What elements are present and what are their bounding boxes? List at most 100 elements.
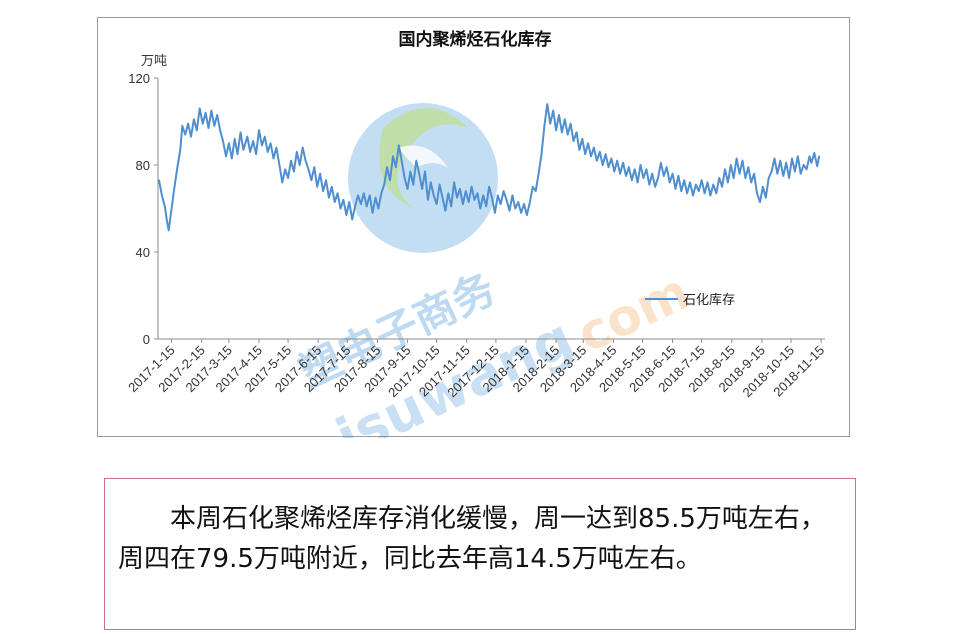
data-point	[799, 172, 802, 175]
data-point	[810, 162, 813, 164]
data-point	[278, 164, 281, 166]
summary-text: 本周石化聚烯烃库存消化缓慢，周一达到85.5万吨左右，周四在79.5万吨附近，同…	[118, 504, 826, 574]
data-point	[383, 183, 386, 186]
data-point	[703, 192, 706, 195]
data-point	[727, 181, 729, 184]
data-point	[505, 199, 508, 201]
data-point	[432, 194, 435, 197]
data-point	[351, 218, 353, 221]
data-point	[797, 155, 799, 158]
data-point	[738, 172, 741, 175]
data-point	[418, 172, 421, 175]
data-point	[398, 144, 400, 147]
data-point	[584, 153, 586, 155]
data-point	[470, 186, 473, 188]
data-point	[236, 153, 239, 155]
data-point	[301, 146, 304, 149]
data-point	[698, 190, 700, 192]
data-point	[395, 166, 397, 168]
data-point	[435, 203, 438, 205]
data-point	[190, 135, 192, 138]
data-point	[561, 131, 563, 134]
data-point	[210, 109, 213, 112]
data-point	[651, 172, 653, 175]
data-point	[173, 186, 176, 188]
data-point	[444, 209, 447, 212]
data-point	[596, 159, 598, 162]
data-point	[546, 103, 549, 105]
data-point	[805, 168, 808, 171]
data-point	[467, 201, 470, 203]
data-point	[272, 157, 275, 160]
data-point	[520, 212, 522, 214]
data-point	[193, 118, 195, 121]
data-point	[176, 166, 179, 168]
chart-title: 国内聚烯烃石化库存	[399, 29, 552, 50]
data-point	[222, 140, 224, 142]
data-point	[741, 159, 744, 162]
data-point	[502, 190, 505, 192]
data-point	[779, 159, 782, 162]
data-point	[374, 196, 377, 199]
summary-box: 本周石化聚烯烃库存消化缓慢，周一达到85.5万吨左右，周四在79.5万吨附近，同…	[104, 478, 856, 630]
data-point	[264, 135, 266, 138]
data-point	[310, 179, 313, 181]
data-point	[802, 164, 805, 166]
data-point	[526, 214, 528, 216]
data-point	[616, 159, 618, 162]
data-point	[304, 159, 307, 162]
data-point	[590, 155, 592, 158]
data-point	[776, 172, 779, 175]
data-point	[572, 140, 575, 142]
data-point	[665, 166, 668, 168]
data-point	[170, 207, 173, 210]
data-point	[636, 181, 639, 184]
data-point	[523, 203, 525, 205]
data-point	[298, 164, 301, 166]
data-point	[165, 218, 168, 221]
data-point	[770, 170, 773, 173]
data-point	[421, 188, 423, 190]
data-point	[663, 175, 665, 177]
data-point	[607, 166, 610, 168]
data-point	[581, 138, 584, 140]
data-point	[179, 149, 182, 151]
data-point	[695, 183, 697, 186]
data-point	[293, 170, 295, 173]
data-point	[610, 157, 613, 160]
data-point	[164, 205, 166, 208]
data-point	[808, 155, 811, 158]
data-point	[313, 166, 316, 168]
data-point	[246, 135, 249, 138]
data-point	[543, 125, 546, 127]
data-point	[196, 129, 198, 131]
data-point	[788, 177, 790, 179]
data-point	[345, 214, 348, 216]
data-point	[181, 125, 184, 127]
data-point	[325, 179, 327, 181]
data-point	[261, 144, 263, 147]
data-point	[296, 151, 298, 153]
data-point	[569, 122, 572, 125]
data-point	[756, 192, 758, 195]
data-point	[494, 212, 496, 214]
data-point	[730, 164, 732, 166]
data-point	[290, 159, 292, 162]
data-point	[773, 157, 776, 160]
data-point	[342, 199, 345, 201]
data-point	[564, 118, 566, 121]
data-point	[161, 194, 163, 197]
data-point	[392, 155, 394, 158]
data-point	[759, 201, 761, 203]
data-point	[333, 201, 336, 203]
data-point	[744, 177, 747, 179]
data-point	[252, 140, 254, 142]
data-point	[657, 177, 659, 179]
data-point	[281, 181, 284, 184]
data-point	[721, 186, 723, 188]
legend: 石化库存	[645, 292, 735, 308]
data-point	[184, 133, 186, 136]
data-point	[558, 114, 560, 116]
data-point	[453, 181, 455, 184]
data-point	[645, 168, 648, 171]
